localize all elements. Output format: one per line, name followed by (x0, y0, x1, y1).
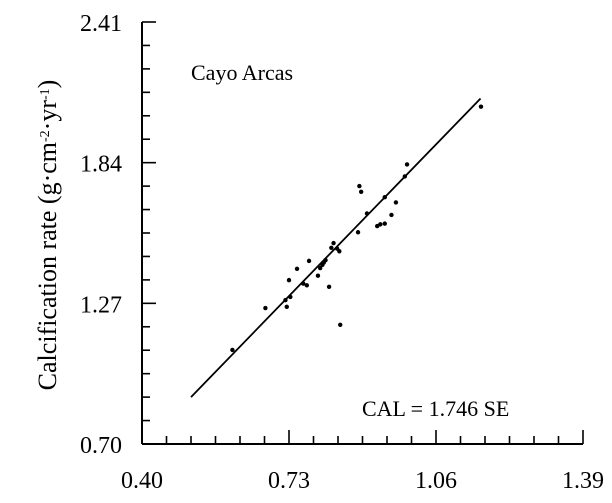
y-axis-label-part-3: ) (33, 80, 62, 89)
ticks (141, 21, 584, 445)
data-point (389, 212, 394, 218)
x-tick-label: 1.39 (562, 468, 604, 494)
data-point (358, 189, 364, 194)
data-point (304, 283, 310, 288)
data-point (382, 221, 387, 226)
data-point (263, 305, 268, 311)
tick-labels: 0.40 0.73 1.06 1.39 0.70 1.27 1.84 2.41 (80, 11, 604, 494)
x-tick-label: 0.73 (268, 468, 310, 494)
data-point (294, 266, 300, 271)
data-point (404, 162, 410, 167)
y-tick-label: 1.84 (80, 152, 122, 178)
y-axis-label-superscript-1: -2 (38, 130, 53, 142)
data-point (315, 273, 321, 278)
y-axis-label: Calcification rate (g·cm-2·yr-1) (33, 80, 62, 391)
data-point (286, 277, 292, 283)
data-point (288, 294, 293, 300)
data-point (338, 322, 343, 328)
data-point (478, 104, 484, 109)
y-tick-label: 0.70 (80, 433, 122, 459)
y-axis-label-part-1: Calcification rate (g·cm (33, 142, 62, 390)
data-point (317, 265, 323, 271)
y-tick-label: 2.41 (80, 11, 122, 37)
regression-equation: CAL = 1.746 SE (362, 396, 509, 421)
data-point (306, 258, 312, 264)
data-point (230, 347, 235, 353)
y-tick-label: 1.27 (80, 292, 122, 318)
x-tick-label: 0.40 (121, 468, 163, 494)
data-point (329, 245, 334, 251)
data-point (283, 297, 288, 303)
data-point (284, 304, 289, 309)
data-point (355, 230, 361, 235)
data-points (230, 104, 484, 353)
data-point (326, 284, 332, 289)
data-point (301, 281, 306, 286)
data-point (382, 195, 387, 200)
y-axis-label-superscript-2: -1 (38, 88, 53, 100)
data-point (402, 174, 408, 179)
x-tick-label: 1.06 (415, 468, 457, 494)
data-point (378, 222, 383, 227)
data-point (323, 257, 328, 263)
data-point (337, 249, 342, 254)
data-point (357, 183, 362, 189)
data-point (331, 240, 336, 246)
chart-title: Cayo Arcas (191, 60, 293, 85)
y-axis-label-part-2: ·yr (33, 100, 62, 131)
data-point (393, 200, 399, 205)
data-point (364, 211, 370, 216)
